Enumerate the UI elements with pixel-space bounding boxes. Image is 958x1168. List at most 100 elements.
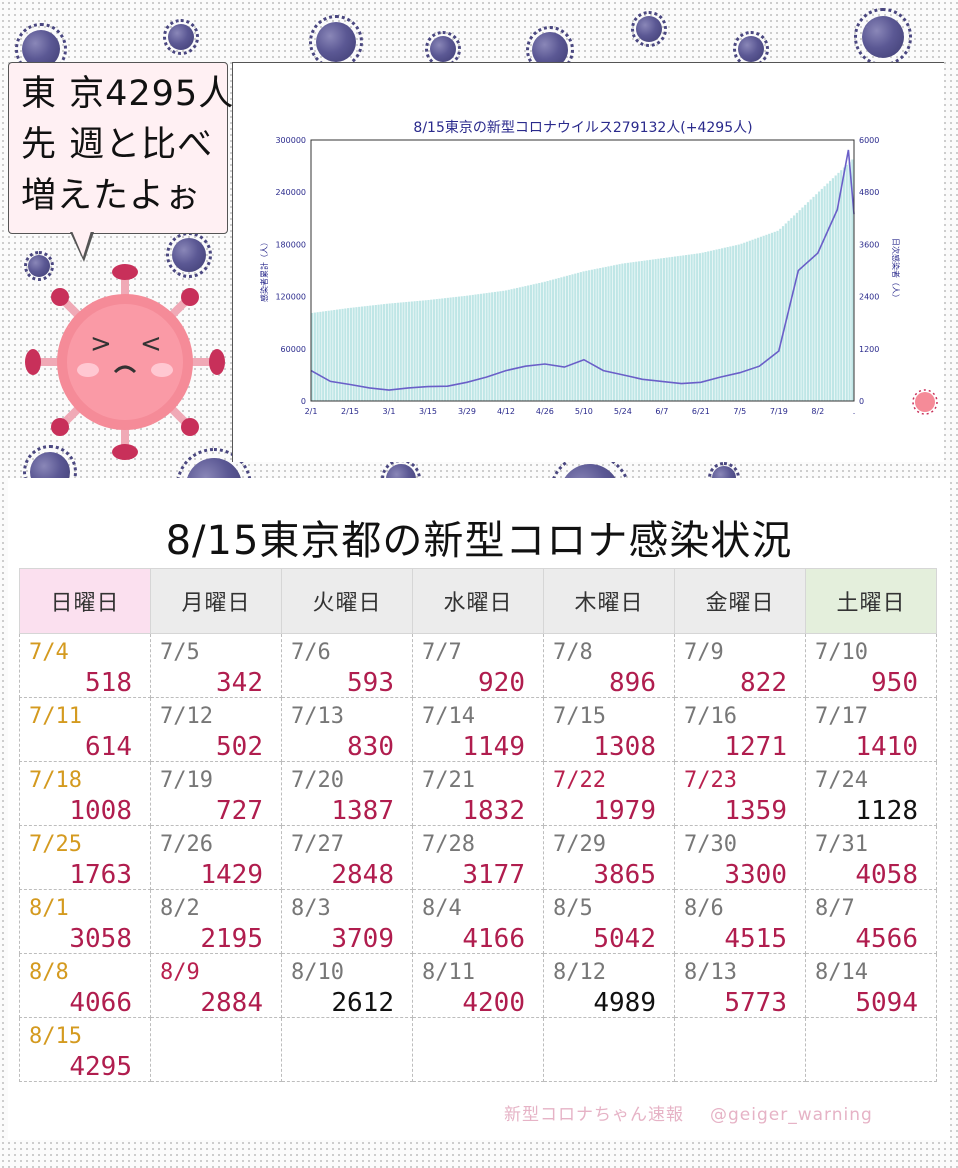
day-date: 7/16 [684, 704, 737, 729]
cumulative-bar [696, 253, 699, 401]
x-tick-label: 2/1 [305, 407, 318, 416]
cumulative-bar [640, 260, 643, 401]
cumulative-bar [776, 230, 779, 401]
day-count: 2612 [331, 988, 394, 1018]
day-cell: 7/15 1308 [543, 697, 675, 762]
cumulative-bar [837, 172, 840, 401]
x-tick-label: 3/29 [458, 407, 476, 416]
cumulative-bar [366, 305, 369, 401]
day-cell: 7/8 896 [543, 633, 675, 698]
cumulative-bar [607, 266, 610, 401]
day-count: 518 [85, 668, 132, 698]
cumulative-bar [693, 253, 696, 401]
cumulative-bar [773, 231, 776, 401]
day-date: 7/29 [553, 832, 606, 857]
cumulative-bar [330, 310, 333, 401]
cumulative-bar [421, 300, 424, 401]
day-cell: 8/9 2884 [150, 953, 282, 1018]
cumulative-bar [612, 265, 616, 401]
table-body: 7/4 518 7/5 342 7/6 593 7/7 920 7/8 896 7/9 822 7/10… [19, 633, 937, 1082]
day-date: 7/19 [160, 768, 213, 793]
cumulative-bar [482, 293, 485, 401]
day-count: 5042 [593, 924, 656, 954]
day-cell: 7/5 342 [150, 633, 282, 698]
cumulative-bar [690, 254, 693, 401]
day-count: 5773 [724, 988, 787, 1018]
cumulative-bar [549, 280, 552, 401]
day-cell [805, 1017, 937, 1082]
virus-mascot-icon: > < [25, 264, 225, 460]
cumulative-bar [654, 259, 657, 401]
day-cell: 7/18 1008 [19, 761, 151, 826]
cumulative-bar [502, 290, 505, 401]
cumulative-bar [582, 271, 585, 401]
day-count: 502 [216, 732, 263, 762]
day-count: 3300 [724, 860, 787, 890]
day-cell: 7/26 1429 [150, 825, 282, 890]
cumulative-bar [560, 277, 563, 401]
cumulative-bar [338, 309, 341, 401]
y-axis-label: 感染者累計（人） [259, 238, 269, 302]
cumulative-bar [479, 293, 483, 401]
cumulative-bar [748, 240, 751, 401]
day-date: 7/8 [553, 640, 593, 665]
cumulative-bar [590, 269, 593, 401]
day-count: 4566 [855, 924, 918, 954]
cumulative-bar [355, 307, 358, 401]
cumulative-bar [718, 248, 721, 401]
x-tick-label: 3/15 [419, 407, 437, 416]
day-cell: 8/13 5773 [674, 953, 806, 1018]
cumulative-bar [682, 255, 685, 401]
cumulative-bar [352, 307, 355, 401]
cumulative-bar [313, 312, 316, 401]
speech-line-3: 増えたよぉ [21, 176, 202, 216]
cumulative-bar [322, 311, 325, 401]
cumulative-bar [765, 234, 768, 401]
cumulative-bar [513, 288, 516, 401]
day-count: 342 [216, 668, 263, 698]
day-count: 4200 [462, 988, 525, 1018]
cumulative-bar [518, 287, 521, 401]
day-date: 7/22 [553, 768, 606, 793]
cumulative-bar [643, 260, 646, 401]
day-count: 1979 [593, 796, 656, 826]
cumulative-bar [812, 196, 815, 401]
cumulative-bar [770, 232, 774, 401]
cumulative-bar [460, 296, 463, 401]
cumulative-bar [504, 290, 508, 401]
cumulative-bar [405, 301, 408, 401]
cumulative-bar [335, 309, 339, 401]
cumulative-bar [466, 295, 469, 401]
cumulative-bar [385, 303, 388, 401]
cumulative-bar [391, 303, 394, 401]
day-cell: 8/12 4989 [543, 953, 675, 1018]
cumulative-bar [344, 308, 347, 401]
cumulative-bar [729, 246, 732, 401]
cumulative-bar [685, 255, 688, 401]
day-cell: 7/7 920 [412, 633, 544, 698]
y2-axis-ticks: 0 1200 2400 3600 4800 6000 [859, 136, 879, 406]
cumulative-bar [485, 293, 488, 401]
cumulative-bar [427, 299, 430, 401]
day-cell: 7/9 822 [674, 633, 806, 698]
cumulative-bar [394, 302, 397, 401]
day-date: 7/5 [160, 640, 200, 665]
cumulative-bar [424, 300, 427, 401]
cumulative-bar [831, 178, 835, 401]
cumulative-bar [632, 262, 635, 401]
cumulative-bar [754, 238, 757, 401]
cumulative-bar [734, 245, 738, 401]
cumulative-bar [651, 259, 654, 401]
cumulative-bar [311, 312, 314, 401]
table-row: 8/8 4066 8/9 2884 8/10 2612 8/11 4200 8/12 4989 8/… [19, 953, 937, 1018]
cumulative-bar [840, 170, 843, 401]
day-cell: 8/10 2612 [281, 953, 413, 1018]
cumulative-bar [324, 311, 328, 401]
cumulative-bar [768, 233, 771, 401]
cumulative-bar [430, 299, 433, 401]
cumulative-bar [543, 281, 546, 401]
cumulative-bar [419, 300, 422, 401]
cumulative-bar [790, 218, 793, 401]
cumulative-bar [709, 250, 713, 401]
x-tick-label: 8/2 [811, 407, 824, 416]
